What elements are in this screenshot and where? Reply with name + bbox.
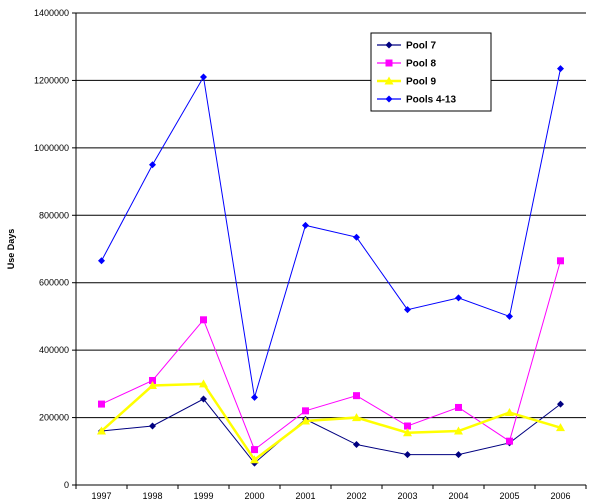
data-point <box>149 161 156 169</box>
legend-entry: Pools 4-13 <box>377 95 456 106</box>
x-tick-label: 1999 <box>193 491 213 501</box>
data-point <box>353 233 360 241</box>
data-point <box>455 403 462 411</box>
x-tick-label: 2005 <box>499 491 519 501</box>
data-point <box>505 408 514 417</box>
series-pools-4-13 <box>98 65 564 401</box>
data-point <box>301 416 310 425</box>
legend: Pool 7 Pool 8 Pool 9 Pools 4-13 <box>370 32 492 112</box>
legend-entry: Pool 9 <box>377 76 436 88</box>
x-tick-label: 2006 <box>550 491 570 501</box>
legend-marker <box>385 95 393 103</box>
legend-label: Pool 8 <box>406 59 436 70</box>
legend-label: Pool 9 <box>406 77 436 88</box>
x-tick-label: 2001 <box>295 491 315 501</box>
data-point <box>454 426 463 435</box>
data-point <box>455 451 462 459</box>
data-point <box>251 446 258 454</box>
legend-label: Pool 7 <box>406 41 436 52</box>
y-tick-label: 1200000 <box>34 75 69 85</box>
x-tick-label: 2002 <box>346 491 366 501</box>
series-pool-8 <box>98 257 564 454</box>
y-tick-label: 200000 <box>39 413 69 423</box>
data-point <box>556 423 565 432</box>
series-line <box>101 68 561 398</box>
y-tick-label: 600000 <box>39 278 69 288</box>
data-point <box>404 422 411 430</box>
legend-label: Pools 4-13 <box>406 95 456 106</box>
y-tick-label: 1000000 <box>34 143 69 153</box>
data-point <box>403 428 412 437</box>
data-point <box>200 316 207 324</box>
data-point <box>97 426 106 435</box>
data-point <box>200 395 207 403</box>
x-tick-label: 2004 <box>448 491 468 501</box>
data-point <box>302 221 309 229</box>
data-point <box>506 437 513 445</box>
data-point <box>302 407 309 415</box>
legend-entry: Pool 8 <box>377 59 436 70</box>
data-point <box>149 422 156 430</box>
axes <box>72 12 587 489</box>
data-point <box>200 73 207 81</box>
series-line <box>101 398 561 464</box>
series-pool-9 <box>97 379 565 464</box>
series-layer <box>97 65 565 467</box>
data-point <box>199 379 208 388</box>
data-point <box>557 65 564 73</box>
data-point <box>353 441 360 449</box>
y-tick-label: 1400000 <box>34 8 69 18</box>
gridlines <box>76 12 586 486</box>
data-point <box>149 376 156 384</box>
data-point <box>404 451 411 459</box>
legend-entry: Pool 7 <box>377 41 436 52</box>
data-point <box>506 312 513 320</box>
data-point <box>250 455 259 464</box>
legend-marker <box>385 41 393 49</box>
data-point <box>557 257 564 265</box>
x-tick-label: 2000 <box>244 491 264 501</box>
y-tick-label: 400000 <box>39 345 69 355</box>
y-tick-label: 0 <box>64 480 69 490</box>
data-point <box>98 400 105 408</box>
x-tick-label: 2003 <box>397 491 417 501</box>
x-tick-labels: 1997 1998 1999 2000 2001 2002 2003 2004 2005 2006 <box>91 491 570 501</box>
data-point <box>404 306 411 314</box>
data-point <box>557 400 564 408</box>
data-point <box>455 294 462 302</box>
data-point <box>98 257 105 265</box>
y-tick-label: 800000 <box>39 210 69 220</box>
data-point <box>148 381 157 390</box>
series-line <box>101 260 561 451</box>
x-tick-label: 1998 <box>142 491 162 501</box>
series-line <box>100 382 561 462</box>
data-point <box>353 392 360 400</box>
legend-marker <box>385 59 393 67</box>
y-axis-title: Use Days <box>6 229 16 270</box>
data-point <box>251 393 258 401</box>
legend-marker <box>384 76 394 85</box>
y-tick-labels: 0 200000 400000 600000 800000 1000000 1200000 1… <box>34 8 69 490</box>
data-point <box>352 413 361 422</box>
x-tick-label: 1997 <box>91 491 111 501</box>
